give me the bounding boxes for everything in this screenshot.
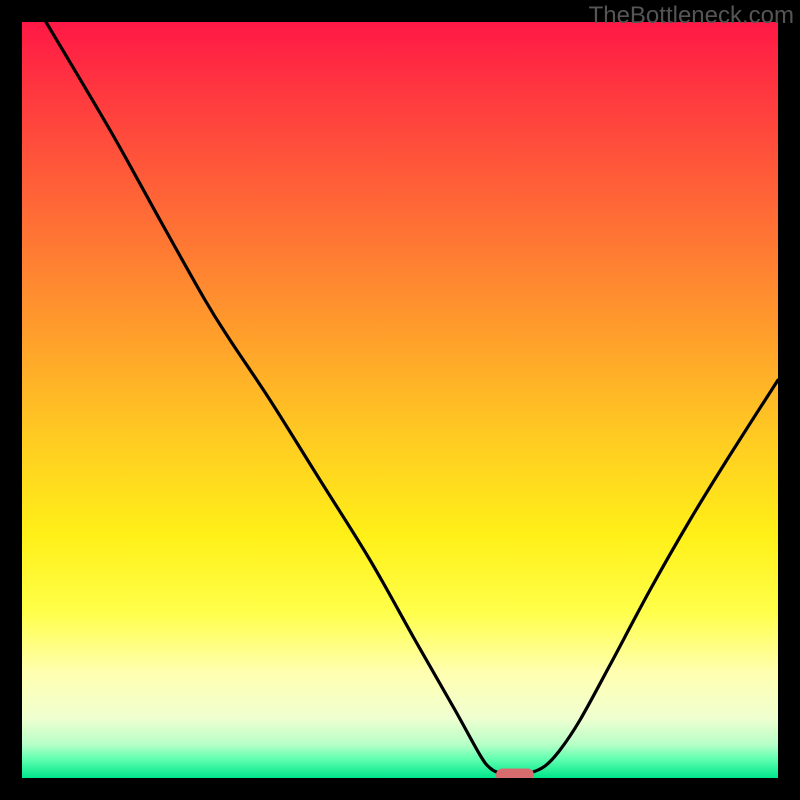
curve-path: [46, 22, 778, 775]
bottleneck-curve: [22, 22, 778, 778]
border-left: [0, 0, 22, 800]
chart-container: TheBottleneck.com: [0, 0, 800, 800]
border-bottom: [0, 778, 800, 800]
watermark-text: TheBottleneck.com: [589, 2, 794, 30]
plot-area: [22, 22, 778, 778]
border-right: [778, 0, 800, 800]
